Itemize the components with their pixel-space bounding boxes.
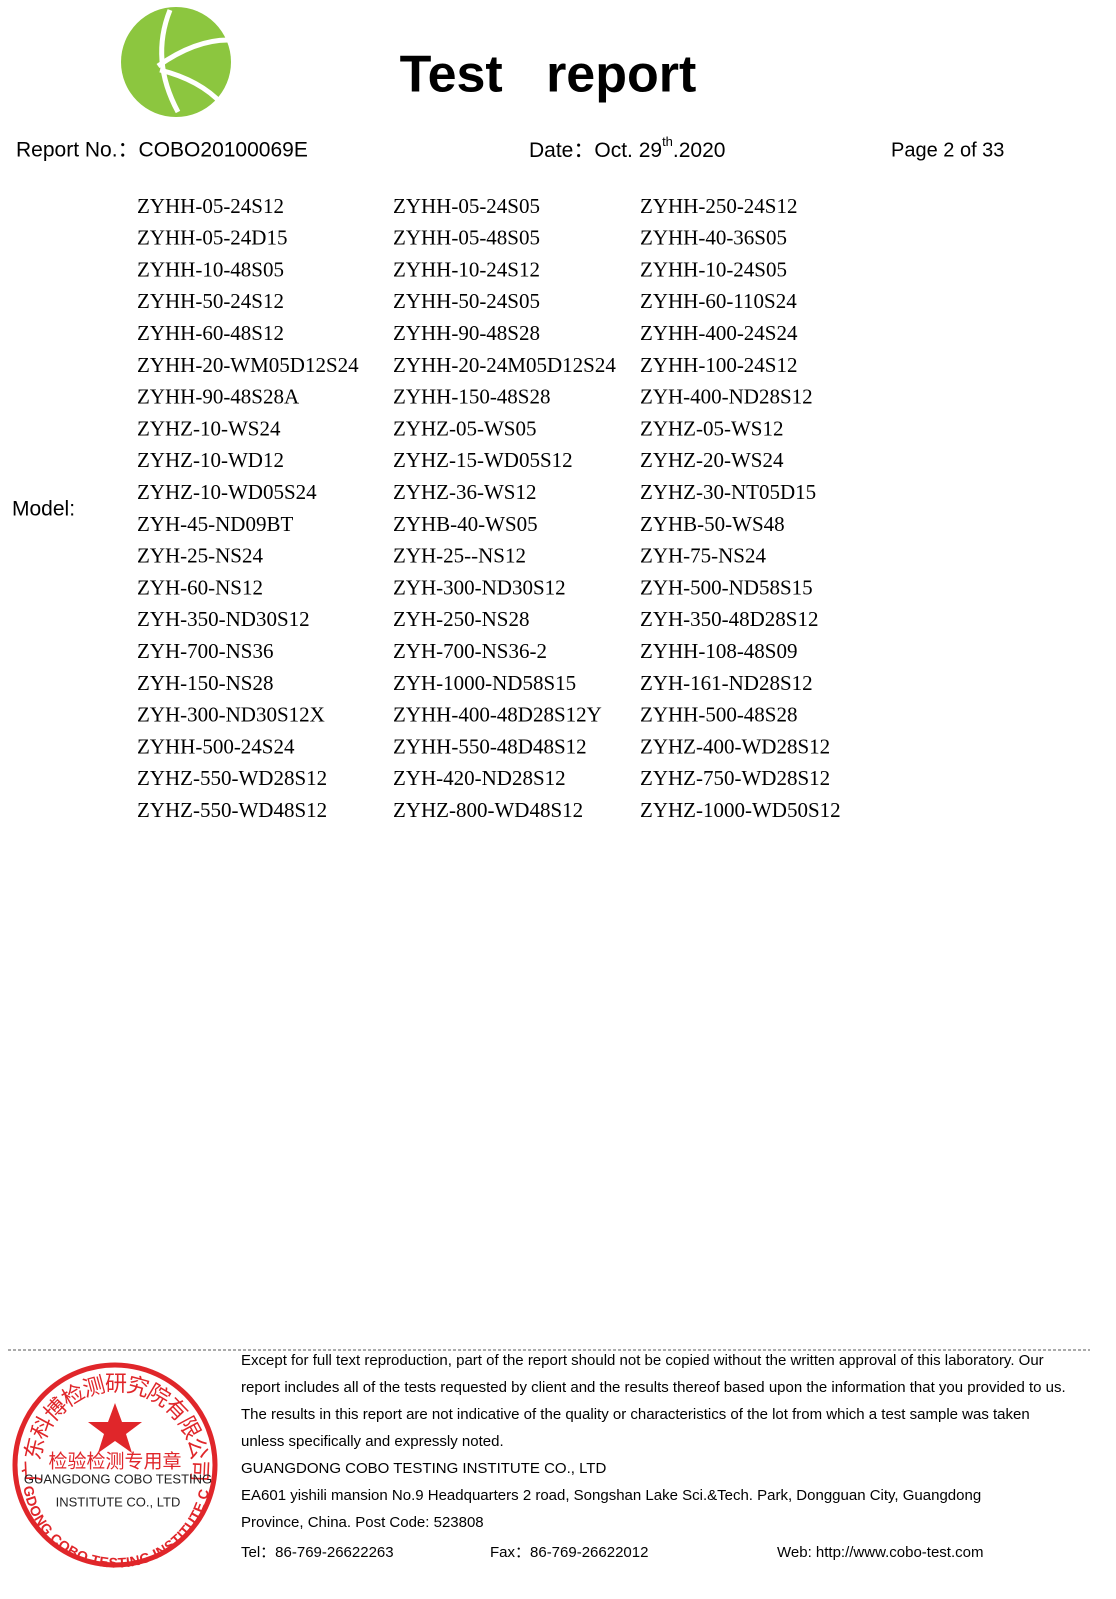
model-cell: ZYHH-50-24S12 [137, 289, 284, 313]
model-cell: ZYHH-20-24M05D12S24 [393, 353, 616, 377]
model-cell: ZYH-420-ND28S12 [393, 766, 566, 790]
model-cell: ZYHZ-10-WD05S24 [137, 480, 317, 504]
model-cell: ZYHH-550-48D48S12 [393, 734, 587, 758]
model-cell: ZYHZ-550-WD48S12 [137, 798, 327, 822]
model-cell: ZYH-350-48D28S12 [640, 607, 819, 631]
model-cell: ZYH-60-NS12 [137, 575, 263, 599]
model-grid: ZYHH-05-24S12 ZYHH-05-24S05 ZYHH-250-24S12… [137, 194, 841, 822]
model-cell: ZYH-161-ND28S12 [640, 671, 813, 695]
model-cell: ZYHZ-15-WD05S12 [393, 448, 573, 472]
model-cell: ZYHH-05-24D15 [137, 226, 287, 250]
footer-line: unless specifically and expressly noted. [241, 1433, 504, 1450]
web: Web: http://www.cobo-test.com [777, 1544, 983, 1561]
model-cell: ZYH-700-NS36-2 [393, 639, 547, 663]
model-cell: ZYHZ-800-WD48S12 [393, 798, 583, 822]
model-cell: ZYH-500-ND58S15 [640, 575, 813, 599]
stamp-center: 检验检测专用章 [48, 1451, 181, 1473]
model-cell: ZYHH-50-24S05 [393, 289, 540, 313]
report-no: Report No.：COBO20100069E [16, 139, 308, 162]
model-cell: ZYHZ-10-WD12 [137, 448, 284, 472]
date-year: .2020 [673, 139, 726, 162]
model-cell: ZYH-25--NS12 [393, 544, 526, 568]
model-cell: ZYH-350-ND30S12 [137, 607, 310, 631]
model-cell: ZYHH-10-48S05 [137, 257, 284, 281]
model-cell: ZYHH-400-48D28S12Y [393, 703, 602, 727]
model-cell: ZYH-300-ND30S12 [393, 575, 566, 599]
model-cell: ZYHH-40-36S05 [640, 226, 787, 250]
model-cell: ZYHH-100-24S12 [640, 353, 798, 377]
footer-line: report includes all of the tests request… [241, 1379, 1066, 1396]
model-cell: ZYH-75-NS24 [640, 544, 766, 568]
footer: Except for full text reproduction, part … [241, 1352, 1066, 1531]
footer-line: Except for full text reproduction, part … [241, 1352, 1044, 1369]
date: Date：Oct. 29th.2020 [529, 134, 725, 161]
footer-line: EA601 yishili mansion No.9 Headquarters … [241, 1487, 981, 1504]
model-cell: ZYHH-05-24S12 [137, 194, 284, 218]
model-cell: ZYHH-60-48S12 [137, 321, 284, 345]
model-cell: ZYHB-50-WS48 [640, 512, 785, 536]
model-cell: ZYHH-90-48S28A [137, 385, 300, 409]
model-cell: ZYHZ-05-WS12 [640, 416, 783, 440]
model-cell: ZYHH-20-WM05D12S24 [137, 353, 359, 377]
model-cell: ZYHH-108-48S09 [640, 639, 798, 663]
model-cell: ZYHH-500-48S28 [640, 703, 798, 727]
logo [121, 7, 231, 117]
model-cell: ZYH-25-NS24 [137, 544, 263, 568]
model-cell: ZYHZ-30-NT05D15 [640, 480, 816, 504]
model-cell: ZYHH-10-24S05 [640, 257, 787, 281]
tel: Tel：86-769-26622263 [241, 1544, 394, 1561]
model-cell: ZYH-45-ND09BT [137, 512, 293, 536]
model-cell: ZYHB-40-WS05 [393, 512, 538, 536]
model-cell: ZYH-700-NS36 [137, 639, 274, 663]
stamp-line2: INSTITUTE CO., LTD [56, 1494, 181, 1509]
model-cell: ZYHH-05-24S05 [393, 194, 540, 218]
model-cell: ZYHZ-20-WS24 [640, 448, 784, 472]
date-sup: th [662, 134, 673, 149]
model-cell: ZYH-300-ND30S12X [137, 703, 325, 727]
model-cell: ZYHH-90-48S28 [393, 321, 540, 345]
footer-line: The results in this report are not indic… [241, 1406, 1030, 1423]
model-cell: ZYHZ-05-WS05 [393, 416, 536, 440]
model-cell: ZYH-400-ND28S12 [640, 385, 813, 409]
model-cell: ZYHZ-10-WS24 [137, 416, 281, 440]
model-cell: ZYHZ-550-WD28S12 [137, 766, 327, 790]
date-text: Date：Oct. 29 [529, 139, 662, 162]
footer-line: GUANGDONG COBO TESTING INSTITUTE CO., LT… [241, 1460, 606, 1477]
model-cell: ZYHH-10-24S12 [393, 257, 540, 281]
model-cell: ZYHZ-36-WS12 [393, 480, 536, 504]
model-cell: ZYHH-05-48S05 [393, 226, 540, 250]
model-cell: ZYHH-250-24S12 [640, 194, 798, 218]
model-label: Model: [12, 498, 75, 521]
model-cell: ZYHZ-1000-WD50S12 [640, 798, 841, 822]
page-number: Page 2 of 33 [891, 139, 1004, 161]
model-cell: ZYHH-60-110S24 [640, 289, 797, 313]
model-cell: ZYHH-400-24S24 [640, 321, 798, 345]
model-cell: ZYHH-150-48S28 [393, 385, 551, 409]
footer-line: Province, China. Post Code: 523808 [241, 1514, 484, 1531]
model-cell: ZYH-1000-ND58S15 [393, 671, 576, 695]
title: Test report [400, 46, 697, 104]
model-cell: ZYH-250-NS28 [393, 607, 530, 631]
stamp-line1: GUANGDONG COBO TESTING [24, 1471, 212, 1486]
model-cell: ZYHZ-750-WD28S12 [640, 766, 830, 790]
model-cell: ZYH-150-NS28 [137, 671, 274, 695]
model-cell: ZYHZ-400-WD28S12 [640, 734, 830, 758]
model-cell: ZYHH-500-24S24 [137, 734, 295, 758]
fax: Fax：86-769-26622012 [490, 1544, 648, 1561]
